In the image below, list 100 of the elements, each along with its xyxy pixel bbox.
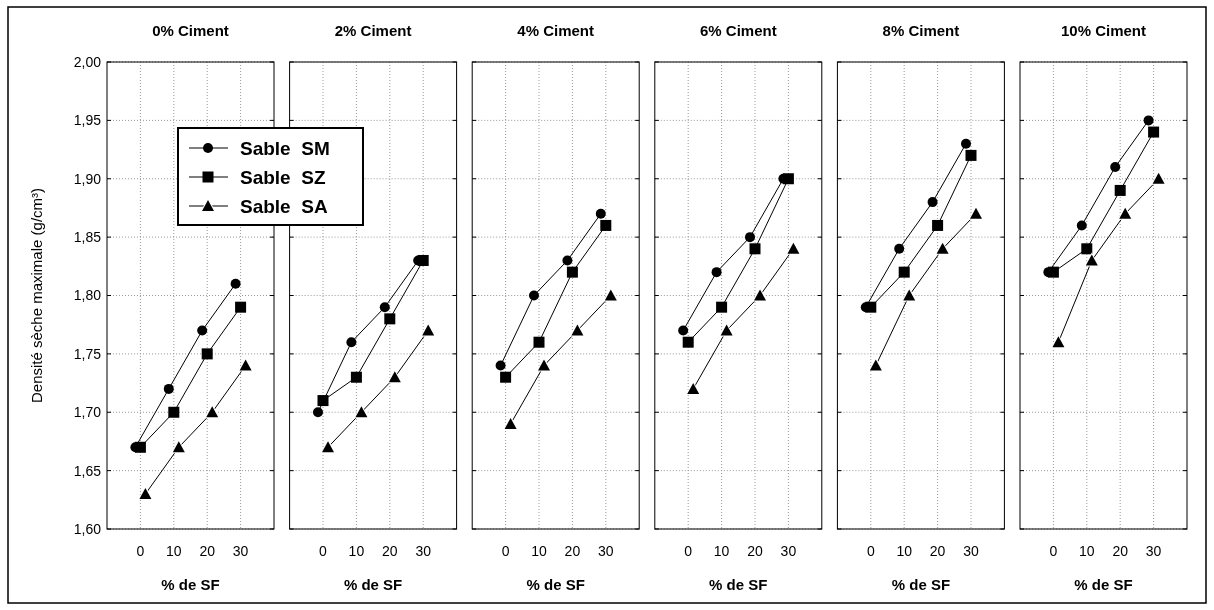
x-tick-label: 0 — [501, 543, 510, 559]
x-tick-label: 30 — [963, 543, 979, 559]
chart-title: 0% Ciment — [152, 22, 229, 39]
chart-title: 2% Ciment — [334, 22, 412, 39]
point — [927, 197, 938, 208]
point — [603, 288, 618, 302]
x-tick-label: 20 — [747, 543, 763, 559]
point — [1084, 253, 1099, 267]
legend-label: Sable SA — [240, 195, 328, 217]
x-tick-label: 0 — [136, 543, 145, 559]
point — [312, 407, 323, 418]
point — [321, 440, 336, 454]
point — [230, 278, 241, 289]
point — [238, 358, 253, 372]
point — [960, 138, 971, 149]
point — [134, 441, 146, 453]
point — [1110, 162, 1121, 173]
x-tick-label: 0 — [319, 543, 328, 559]
point — [678, 325, 689, 336]
point — [1151, 171, 1166, 185]
point — [354, 405, 369, 419]
point — [570, 323, 585, 337]
point — [421, 323, 436, 337]
point — [682, 336, 694, 348]
point — [1143, 115, 1154, 126]
x-tick-label: 10 — [348, 543, 365, 559]
x-tick-label: 20 — [1112, 543, 1129, 559]
y-tick-label: 1,70 — [73, 404, 102, 421]
point — [868, 358, 883, 372]
point — [495, 360, 506, 371]
y-tick-label: 2,00 — [73, 53, 102, 70]
point — [387, 370, 402, 384]
x-axis-title: % de SF — [343, 576, 403, 593]
x-tick-label: 0 — [684, 543, 693, 559]
y-axis-title: Densité sèche maximale (g/cm³) — [28, 187, 45, 404]
y-tick-label: 1,85 — [73, 229, 102, 246]
point — [782, 173, 794, 185]
point — [346, 337, 357, 348]
point — [865, 301, 877, 313]
x-axis-title: % de SF — [526, 576, 585, 593]
point — [935, 241, 950, 255]
legend-label: Sable SZ — [240, 166, 326, 188]
point — [1047, 266, 1059, 278]
point — [533, 336, 545, 348]
x-tick-label: 10 — [1079, 543, 1095, 559]
point — [711, 267, 722, 278]
point — [1148, 126, 1160, 138]
y-tick-label: 1,80 — [73, 287, 102, 304]
point — [317, 395, 329, 407]
point — [786, 241, 801, 255]
point — [500, 371, 512, 383]
x-tick-label: 10 — [531, 543, 547, 559]
x-axis-title: % de SF — [161, 576, 220, 593]
point — [716, 301, 728, 313]
x-tick-label: 10 — [713, 543, 730, 559]
x-tick-label: 30 — [232, 543, 249, 559]
point — [537, 358, 552, 372]
point — [503, 416, 518, 430]
point — [965, 149, 977, 161]
point — [235, 301, 247, 313]
point — [1081, 243, 1093, 255]
x-axis-title: % de SF — [709, 576, 768, 593]
x-tick-label: 30 — [598, 543, 614, 559]
x-tick-label: 20 — [199, 543, 216, 559]
point — [744, 232, 755, 243]
x-tick-label: 20 — [929, 543, 946, 559]
y-tick-label: 1,95 — [73, 112, 102, 129]
point — [379, 302, 390, 313]
point — [969, 206, 984, 220]
point — [932, 219, 944, 231]
point — [562, 255, 573, 266]
point — [197, 325, 208, 336]
point — [1051, 335, 1066, 349]
x-axis-title: % de SF — [1074, 576, 1133, 593]
point — [1118, 206, 1133, 220]
point — [350, 371, 362, 383]
y-tick-label: 1,65 — [73, 462, 102, 479]
point — [902, 288, 917, 302]
y-tick-label: 1,75 — [73, 345, 102, 362]
point — [528, 290, 539, 301]
point — [719, 323, 734, 337]
point — [205, 405, 220, 419]
point — [201, 348, 213, 360]
y-tick-label: 1,60 — [73, 520, 102, 537]
point — [138, 486, 153, 500]
point — [595, 208, 606, 219]
x-tick-label: 0 — [1049, 543, 1058, 559]
point — [600, 219, 612, 231]
point — [749, 243, 761, 255]
x-axis-title: % de SF — [891, 576, 951, 593]
x-tick-label: 10 — [896, 543, 913, 559]
point — [1076, 220, 1087, 231]
point — [894, 243, 905, 254]
point — [898, 266, 910, 278]
point — [753, 288, 768, 302]
x-tick-label: 30 — [415, 543, 432, 559]
point — [384, 313, 396, 325]
point — [417, 254, 429, 266]
x-tick-label: 20 — [564, 543, 581, 559]
chart-title: 10% Ciment — [1060, 22, 1147, 39]
